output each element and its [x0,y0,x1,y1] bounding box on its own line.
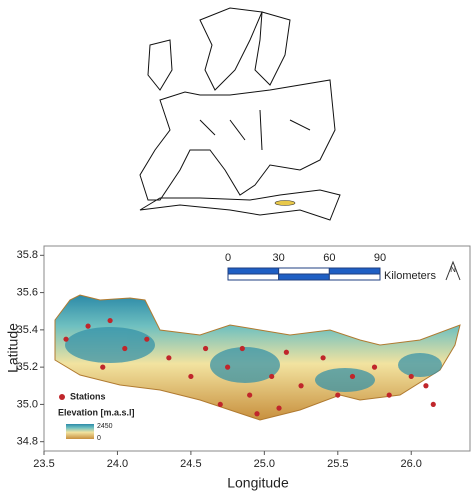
station [188,373,194,380]
station [239,345,245,352]
station [166,355,172,361]
station [63,336,69,342]
station [371,364,378,370]
station [100,364,106,370]
elevation-min: 0 [97,435,101,442]
y-tick-label: 35.0 [17,398,38,410]
x-tick-label: 25.5 [327,458,348,470]
scale-segment [278,273,330,281]
station [202,345,209,352]
crete-highlight [274,200,296,206]
scale-segment [328,273,381,281]
scale-segment [328,267,381,275]
station [276,405,282,411]
station [144,336,150,342]
station [107,317,113,324]
x-tick-label: 23.5 [33,458,54,470]
legend-station-marker [59,394,65,400]
station [320,355,326,361]
x-tick-label: 26.0 [401,458,422,470]
elevation-colorbar [66,424,94,439]
highlands [65,327,442,392]
scale-label: 30 [273,252,285,264]
europe-map [139,7,341,221]
scale-label: 90 [374,252,386,264]
y-tick-label: 35.8 [17,249,38,261]
scale-label: 60 [323,252,335,264]
station [298,383,304,389]
station [349,373,356,380]
y-tick-label: 35.6 [17,286,38,298]
station [386,392,392,398]
scale-label: 0 [225,252,231,264]
y-tick-label: 35.2 [17,361,38,373]
station [225,364,231,370]
legend-elevation-title: Elevation [m.a.s.l] [58,407,135,417]
station [254,411,260,417]
station [217,401,223,408]
station [269,373,275,380]
station [283,349,289,355]
station [430,401,436,408]
station [122,345,128,352]
station [85,323,91,329]
station [408,373,414,380]
x-tick-label: 24.5 [180,458,201,470]
north-label: N [450,265,456,274]
station [335,392,341,398]
x-tick-label: 24.0 [107,458,128,470]
x-axis-label: Longitude [227,475,289,491]
scale-segment [227,273,280,281]
station [247,392,253,398]
y-axis-label: Latitude [5,323,21,373]
scale-unit: Kilometers [384,270,436,282]
x-tick-label: 25.0 [254,458,275,470]
elevation-max: 2450 [97,423,113,430]
legend-stations: Stations [70,391,106,401]
scale-segment [278,267,330,275]
scale-segment [227,267,280,275]
station [423,383,429,389]
y-tick-label: 35.4 [17,324,38,336]
y-tick-label: 34.8 [17,436,38,448]
north-arrow [445,260,461,281]
